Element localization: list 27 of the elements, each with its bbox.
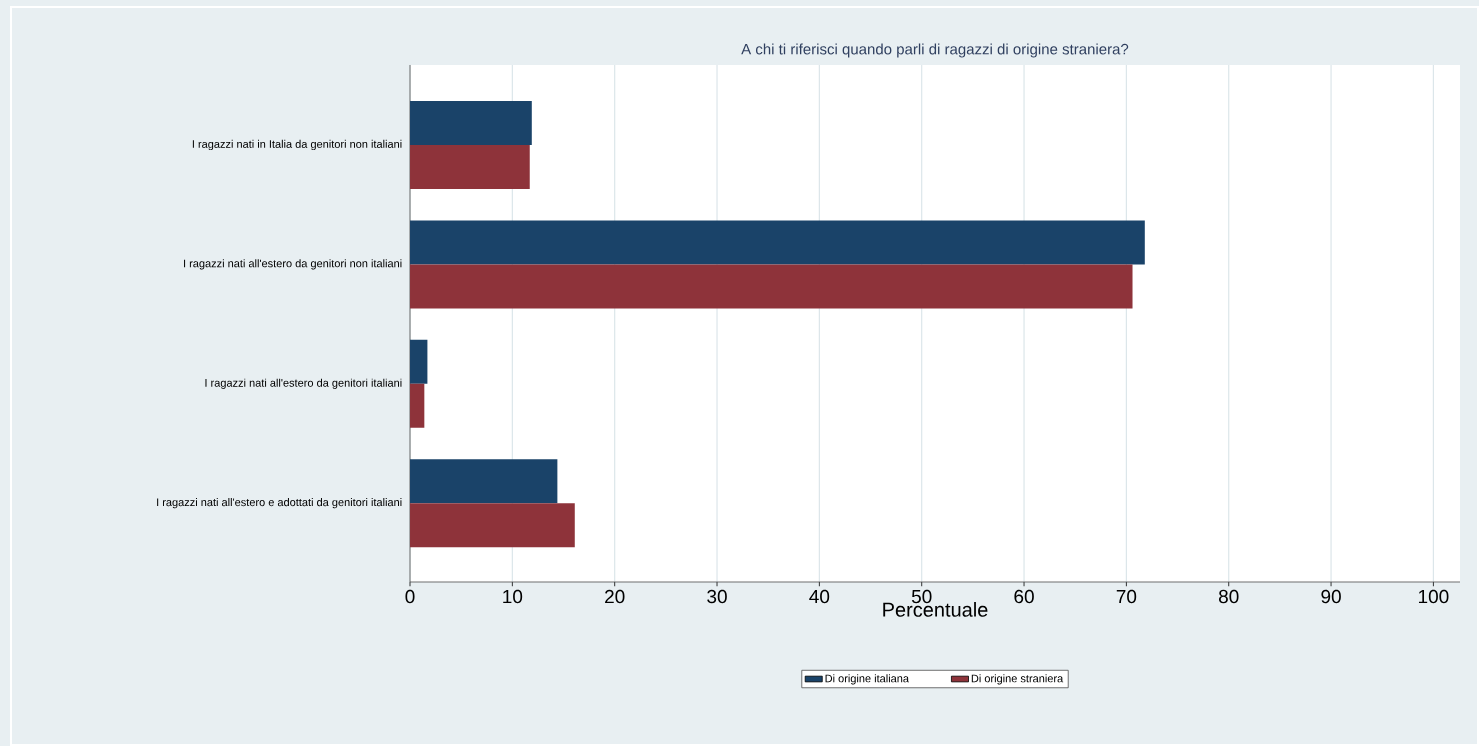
x-tick-label: 100 bbox=[1418, 589, 1449, 604]
x-tick-label: 40 bbox=[809, 589, 830, 604]
x-tick-label: 80 bbox=[1218, 589, 1239, 604]
bar bbox=[410, 100, 532, 145]
x-tick-label: 10 bbox=[503, 589, 523, 604]
y-tick-label: I ragazzi nati in Italia da genitori non italiani bbox=[192, 139, 402, 151]
legend-label: Di origine italiana bbox=[825, 674, 909, 685]
x-tick-label: 0 bbox=[405, 589, 415, 604]
bar bbox=[410, 339, 428, 384]
x-tick-label: 30 bbox=[707, 589, 727, 604]
bar bbox=[410, 503, 575, 548]
chart-title: A chi ti riferisci quando parli di ragazzi di origine straniera? bbox=[741, 43, 1129, 58]
x-tick-label: 60 bbox=[1014, 589, 1034, 604]
bar bbox=[410, 264, 1133, 309]
legend-label: Di origine straniera bbox=[971, 674, 1064, 685]
x-tick-label: 70 bbox=[1116, 589, 1137, 604]
bar bbox=[410, 383, 425, 428]
x-tick-label: 90 bbox=[1321, 589, 1341, 604]
y-tick-label: I ragazzi nati all'estero e adottati da genitori italiani bbox=[157, 498, 402, 509]
x-tick-label: 20 bbox=[605, 589, 625, 604]
y-tick-label: I ragazzi nati all'estero da genitori non italiani bbox=[184, 259, 402, 270]
x-axis-title: Percentuale bbox=[883, 602, 988, 617]
bar bbox=[410, 220, 1145, 265]
bar bbox=[410, 459, 558, 504]
bar bbox=[410, 144, 530, 189]
y-tick-label: I ragazzi nati all'estero da genitori italiani bbox=[205, 378, 402, 389]
x-tick-label: 50 bbox=[911, 589, 932, 604]
